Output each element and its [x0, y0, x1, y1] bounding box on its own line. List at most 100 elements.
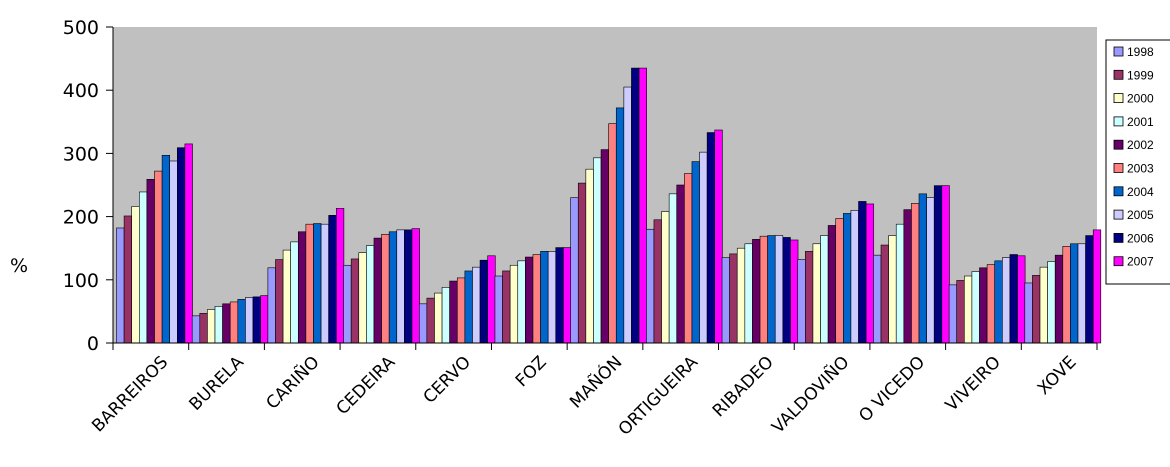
bar [918, 193, 927, 344]
bar [267, 267, 276, 344]
bar [131, 206, 140, 344]
bar [282, 249, 291, 344]
x-category-label: O VICEDO [855, 352, 929, 426]
bar [1002, 257, 1011, 344]
legend-label: 2001 [1127, 115, 1154, 129]
bar [797, 259, 806, 344]
x-category-label: MAÑÓN [565, 351, 627, 413]
bar [948, 284, 958, 344]
bar [638, 67, 647, 344]
bar [585, 168, 594, 344]
bar [1024, 282, 1033, 344]
legend-label: 1998 [1127, 45, 1154, 59]
legend-swatch [1113, 116, 1124, 127]
bar [850, 209, 859, 344]
bar [146, 179, 155, 344]
legend-swatch [1113, 209, 1124, 220]
bar [661, 211, 670, 344]
bar [774, 235, 784, 344]
legend-swatch [1113, 256, 1124, 267]
bar [305, 223, 314, 344]
bar [729, 253, 738, 344]
legend-label: 2007 [1127, 255, 1154, 269]
bar [313, 223, 322, 344]
bar [139, 191, 148, 344]
x-category-label: CEDEIRA [333, 352, 400, 419]
y-axis-ticks: 0 100 200 300 400 500 [63, 17, 113, 355]
bar [229, 301, 239, 344]
bar [517, 260, 526, 344]
bar [631, 67, 640, 344]
bar [668, 193, 678, 344]
bar [487, 255, 496, 344]
bar [184, 143, 193, 344]
bar [979, 267, 988, 344]
bar [555, 247, 564, 344]
bar [297, 231, 307, 344]
bar [396, 229, 405, 344]
x-category-label: BARREIROS [88, 352, 172, 436]
bar [532, 254, 541, 344]
y-tick-label: 300 [63, 143, 99, 165]
bar [373, 237, 382, 344]
y-tick-label: 0 [87, 333, 99, 355]
bar [805, 251, 814, 344]
bar [426, 297, 435, 344]
bar [895, 223, 905, 344]
bar [464, 270, 473, 344]
y-tick-label: 100 [63, 270, 99, 292]
x-axis-ticks: BARREIROS BURELA CARIÑO CEDEIRA CERVO FOZ MAÑÓ… [88, 343, 1098, 440]
bar [479, 259, 488, 344]
bar [843, 213, 852, 344]
x-category-label: ORTIGUEIRA [615, 352, 703, 440]
bar [358, 252, 367, 344]
bar [941, 185, 950, 344]
bar [1039, 266, 1048, 344]
bar [653, 219, 662, 344]
bar [827, 225, 837, 344]
bar [699, 151, 708, 344]
bar [1009, 254, 1018, 344]
bar [608, 123, 617, 344]
bar [911, 203, 920, 344]
bar [191, 315, 201, 344]
bar [441, 287, 450, 344]
bar [1085, 235, 1094, 344]
legend-label: 2004 [1127, 185, 1154, 199]
bar [873, 254, 882, 344]
bar [260, 295, 269, 344]
legend: 1998 1999 2000 2001 2002 2003 2004 2005 2006 2007 [1105, 39, 1170, 285]
bar [858, 201, 867, 344]
bar [752, 239, 761, 344]
bar [207, 309, 216, 344]
bar [615, 107, 625, 344]
bar [411, 228, 420, 344]
bar [1062, 246, 1071, 344]
bar [343, 264, 352, 344]
bar [782, 237, 791, 344]
bar [350, 258, 360, 344]
x-category-label: CARIÑO [261, 351, 324, 414]
bar [1077, 243, 1086, 344]
bar [509, 264, 519, 344]
bar [434, 292, 443, 344]
bar [214, 306, 223, 344]
bar [540, 251, 549, 344]
bar [600, 149, 609, 344]
legend-label: 2003 [1127, 162, 1154, 176]
legend-swatch [1113, 163, 1124, 173]
bar [563, 247, 572, 344]
bar [161, 154, 171, 344]
bar [888, 235, 897, 344]
bar [169, 160, 178, 344]
bar [252, 296, 261, 344]
x-category-label: VIVEIRO [942, 352, 1005, 415]
legend-label: 2005 [1127, 208, 1154, 222]
legend-swatch [1113, 232, 1124, 243]
x-category-label: XOVE [1034, 352, 1081, 399]
legend-swatch [1113, 139, 1124, 150]
bar [714, 129, 723, 344]
legend-label: 2006 [1127, 231, 1154, 245]
bar [1054, 254, 1064, 344]
bar [933, 185, 943, 344]
